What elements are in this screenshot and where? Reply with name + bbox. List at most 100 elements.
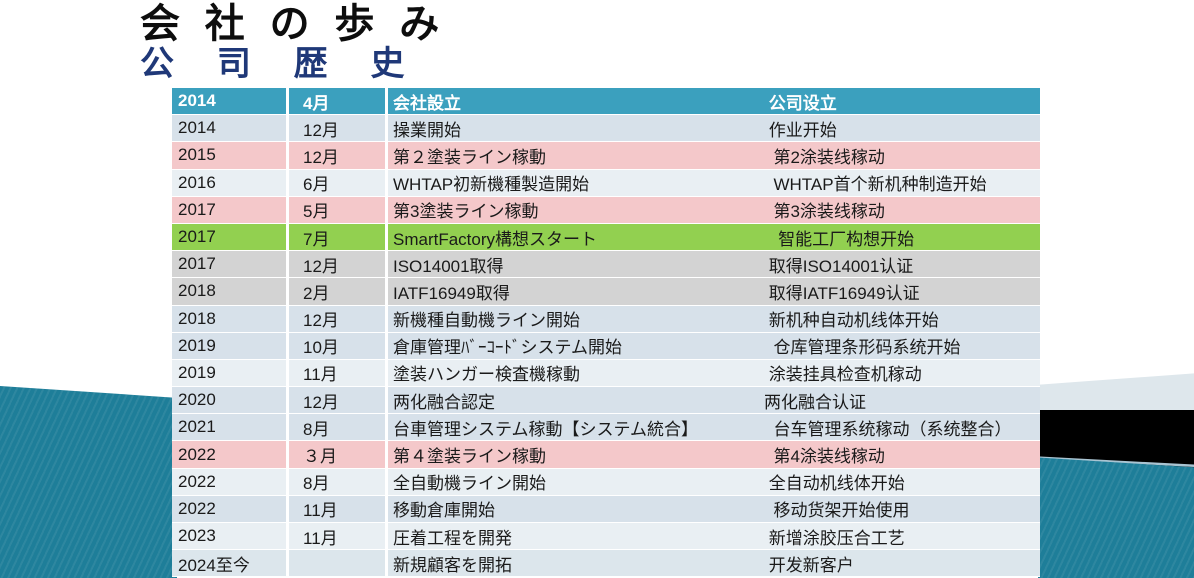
cell-year: 2017 — [172, 223, 289, 252]
cell-jp: SmartFactory構想スタート — [386, 223, 761, 252]
right-teal-edge-line — [1038, 456, 1194, 467]
cell-cn: 第2涂装线稼动 — [761, 141, 1040, 170]
cell-year: 2019 — [172, 359, 289, 388]
history-table: 2014 4月 会社設立 公司设立 2014 12月 操業開始 作业开始 2015 12月 第２… — [172, 88, 1040, 578]
cell-year: 2014 — [172, 88, 289, 116]
cell-year: 2014 — [172, 114, 289, 143]
cell-cn: 两化融合认证 — [761, 386, 1040, 415]
cell-month: 10月 — [287, 332, 388, 360]
cell-jp: 会社設立 — [386, 88, 761, 116]
title-block: 会社の歩み 公司歴史 — [140, 2, 464, 82]
history-row: 2014 12月 操業開始 作业开始 — [172, 114, 1040, 143]
cell-cn: 取得IATF16949认证 — [761, 277, 1040, 306]
cell-year: 2024至今 — [172, 549, 289, 578]
history-row: 2019 10月 倉庫管理ﾊﾞｰｺｰﾄﾞシステム開始 仓库管理条形码系统开始 — [172, 332, 1040, 360]
cell-jp: 两化融合認定 — [386, 386, 761, 415]
history-row: 2021 8月 台車管理システム稼動【システム統合】 台车管理系统稼动（系统整合） — [172, 413, 1040, 442]
cell-month: ３月 — [287, 440, 388, 469]
cell-month: 8月 — [287, 413, 388, 442]
cell-jp: 台車管理システム稼動【システム統合】 — [386, 413, 761, 442]
cell-jp: 倉庫管理ﾊﾞｰｺｰﾄﾞシステム開始 — [386, 332, 761, 360]
cell-month: 12月 — [287, 305, 388, 333]
page-title-chinese: 公司歴史 — [140, 45, 448, 83]
right-teal-stripe-wedge — [1038, 457, 1194, 578]
history-header-row: 2014 4月 会社設立 公司设立 — [172, 88, 1040, 116]
cell-month: 11月 — [287, 522, 388, 551]
history-row: 2020 12月 两化融合認定 两化融合认证 — [172, 386, 1040, 415]
cell-jp: 新規顧客を開拓 — [386, 549, 761, 578]
cell-cn: 新机种自动机线体开始 — [761, 305, 1040, 333]
history-row: 2017 12月 ISO14001取得 取得ISO14001认证 — [172, 250, 1040, 279]
cell-cn: 移动货架开始使用 — [761, 495, 1040, 524]
cell-cn: 涂装挂具检查机稼动 — [761, 359, 1040, 388]
cell-year: 2015 — [172, 141, 289, 170]
history-table-body: 2014 4月 会社設立 公司设立 2014 12月 操業開始 作业开始 2015 12月 第２… — [172, 88, 1040, 578]
cell-month: 5月 — [287, 196, 388, 224]
cell-cn: 取得ISO14001认证 — [761, 250, 1040, 279]
history-row: 2017 7月 SmartFactory構想スタート 智能工厂构想开始 — [172, 223, 1040, 252]
cell-month: 11月 — [287, 359, 388, 388]
cell-cn: 作业开始 — [761, 114, 1040, 143]
cell-cn: 开发新客户 — [761, 549, 1040, 578]
history-row: 2019 11月 塗装ハンガー検査機稼動 涂装挂具检查机稼动 — [172, 359, 1040, 388]
cell-cn: 智能工厂构想开始 — [761, 223, 1040, 252]
cell-month: 12月 — [287, 386, 388, 415]
cell-year: 2017 — [172, 250, 289, 279]
cell-cn: 第4涂装线稼动 — [761, 440, 1040, 469]
history-row: 2022 ３月 第４塗装ライン稼動 第4涂装线稼动 — [172, 440, 1040, 469]
cell-month: 2月 — [287, 277, 388, 306]
cell-month: 12月 — [287, 141, 388, 170]
history-row: 2016 6月 WHTAP初新機種製造開始 WHTAP首个新机种制造开始 — [172, 169, 1040, 197]
cell-month — [287, 549, 388, 578]
cell-cn: 仓库管理条形码系统开始 — [761, 332, 1040, 360]
cell-year: 2022 — [172, 468, 289, 496]
cell-jp: 全自動機ライン開始 — [386, 468, 761, 496]
left-teal-stripe-wedge — [0, 385, 177, 578]
cell-year: 2019 — [172, 332, 289, 360]
cell-year: 2020 — [172, 386, 289, 415]
history-row: 2018 2月 IATF16949取得 取得IATF16949认证 — [172, 277, 1040, 306]
cell-year: 2017 — [172, 196, 289, 224]
cell-cn: 公司设立 — [761, 88, 1040, 116]
cell-year: 2022 — [172, 440, 289, 469]
cell-month: 11月 — [287, 495, 388, 524]
history-row: 2015 12月 第２塗装ライン稼動 第2涂装线稼动 — [172, 141, 1040, 170]
history-row: 2024至今 新規顧客を開拓 开发新客户 — [172, 549, 1040, 578]
cell-month: 6月 — [287, 169, 388, 197]
history-row: 2022 8月 全自動機ライン開始 全自动机线体开始 — [172, 468, 1040, 496]
right-light-band — [1038, 373, 1194, 412]
cell-cn: 第3涂装线稼动 — [761, 196, 1040, 224]
cell-year: 2022 — [172, 495, 289, 524]
cell-month: 8月 — [287, 468, 388, 496]
cell-jp: ISO14001取得 — [386, 250, 761, 279]
cell-jp: 圧着工程を開発 — [386, 522, 761, 551]
cell-year: 2016 — [172, 169, 289, 197]
history-row: 2018 12月 新機種自動機ライン開始 新机种自动机线体开始 — [172, 305, 1040, 333]
cell-jp: 第3塗装ライン稼動 — [386, 196, 761, 224]
cell-cn: 新增涂胶压合工艺 — [761, 522, 1040, 551]
cell-jp: 塗装ハンガー検査機稼動 — [386, 359, 761, 388]
cell-jp: 移動倉庫開始 — [386, 495, 761, 524]
cell-cn: WHTAP首个新机种制造开始 — [761, 169, 1040, 197]
history-row: 2022 11月 移動倉庫開始 移动货架开始使用 — [172, 495, 1040, 524]
cell-month: 4月 — [287, 88, 388, 116]
history-row: 2023 11月 圧着工程を開発 新增涂胶压合工艺 — [172, 522, 1040, 551]
cell-year: 2018 — [172, 277, 289, 306]
history-table-wrap: 2014 4月 会社設立 公司设立 2014 12月 操業開始 作业开始 2015 12月 第２… — [172, 88, 1040, 578]
cell-year: 2018 — [172, 305, 289, 333]
cell-month: 12月 — [287, 114, 388, 143]
cell-jp: 新機種自動機ライン開始 — [386, 305, 761, 333]
history-row: 2017 5月 第3塗装ライン稼動 第3涂装线稼动 — [172, 196, 1040, 224]
cell-jp: 操業開始 — [386, 114, 761, 143]
cell-cn: 台车管理系统稼动（系统整合） — [761, 413, 1040, 442]
page-title-japanese: 会社の歩み — [140, 2, 464, 46]
cell-year: 2021 — [172, 413, 289, 442]
cell-jp: WHTAP初新機種製造開始 — [386, 169, 761, 197]
cell-jp: 第２塗装ライン稼動 — [386, 141, 761, 170]
cell-jp: IATF16949取得 — [386, 277, 761, 306]
cell-jp: 第４塗装ライン稼動 — [386, 440, 761, 469]
cell-month: 7月 — [287, 223, 388, 252]
cell-year: 2023 — [172, 522, 289, 551]
cell-cn: 全自动机线体开始 — [761, 468, 1040, 496]
cell-month: 12月 — [287, 250, 388, 279]
